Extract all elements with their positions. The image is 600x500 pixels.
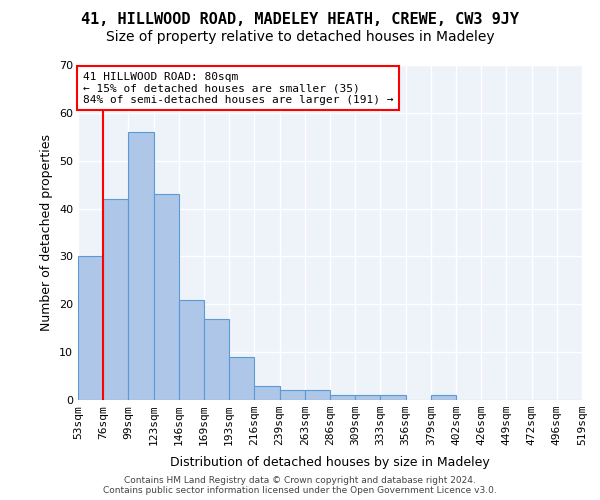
Text: Size of property relative to detached houses in Madeley: Size of property relative to detached ho… [106, 30, 494, 44]
Bar [103, 199, 128, 400]
Bar [179, 300, 204, 400]
Y-axis label: Number of detached properties: Number of detached properties [40, 134, 53, 331]
Text: 41 HILLWOOD ROAD: 80sqm
← 15% of detached houses are smaller (35)
84% of semi-de: 41 HILLWOOD ROAD: 80sqm ← 15% of detache… [83, 72, 394, 105]
Bar [380, 395, 406, 400]
X-axis label: Distribution of detached houses by size in Madeley: Distribution of detached houses by size … [170, 456, 490, 469]
Bar [229, 357, 254, 400]
Bar [431, 395, 456, 400]
Bar [204, 318, 229, 400]
Bar [154, 194, 179, 400]
Bar [330, 395, 355, 400]
Bar [355, 395, 380, 400]
Bar [78, 256, 103, 400]
Bar [254, 386, 280, 400]
Bar [128, 132, 154, 400]
Bar [305, 390, 330, 400]
Bar [280, 390, 305, 400]
Text: 41, HILLWOOD ROAD, MADELEY HEATH, CREWE, CW3 9JY: 41, HILLWOOD ROAD, MADELEY HEATH, CREWE,… [81, 12, 519, 28]
Text: Contains HM Land Registry data © Crown copyright and database right 2024.
Contai: Contains HM Land Registry data © Crown c… [103, 476, 497, 495]
